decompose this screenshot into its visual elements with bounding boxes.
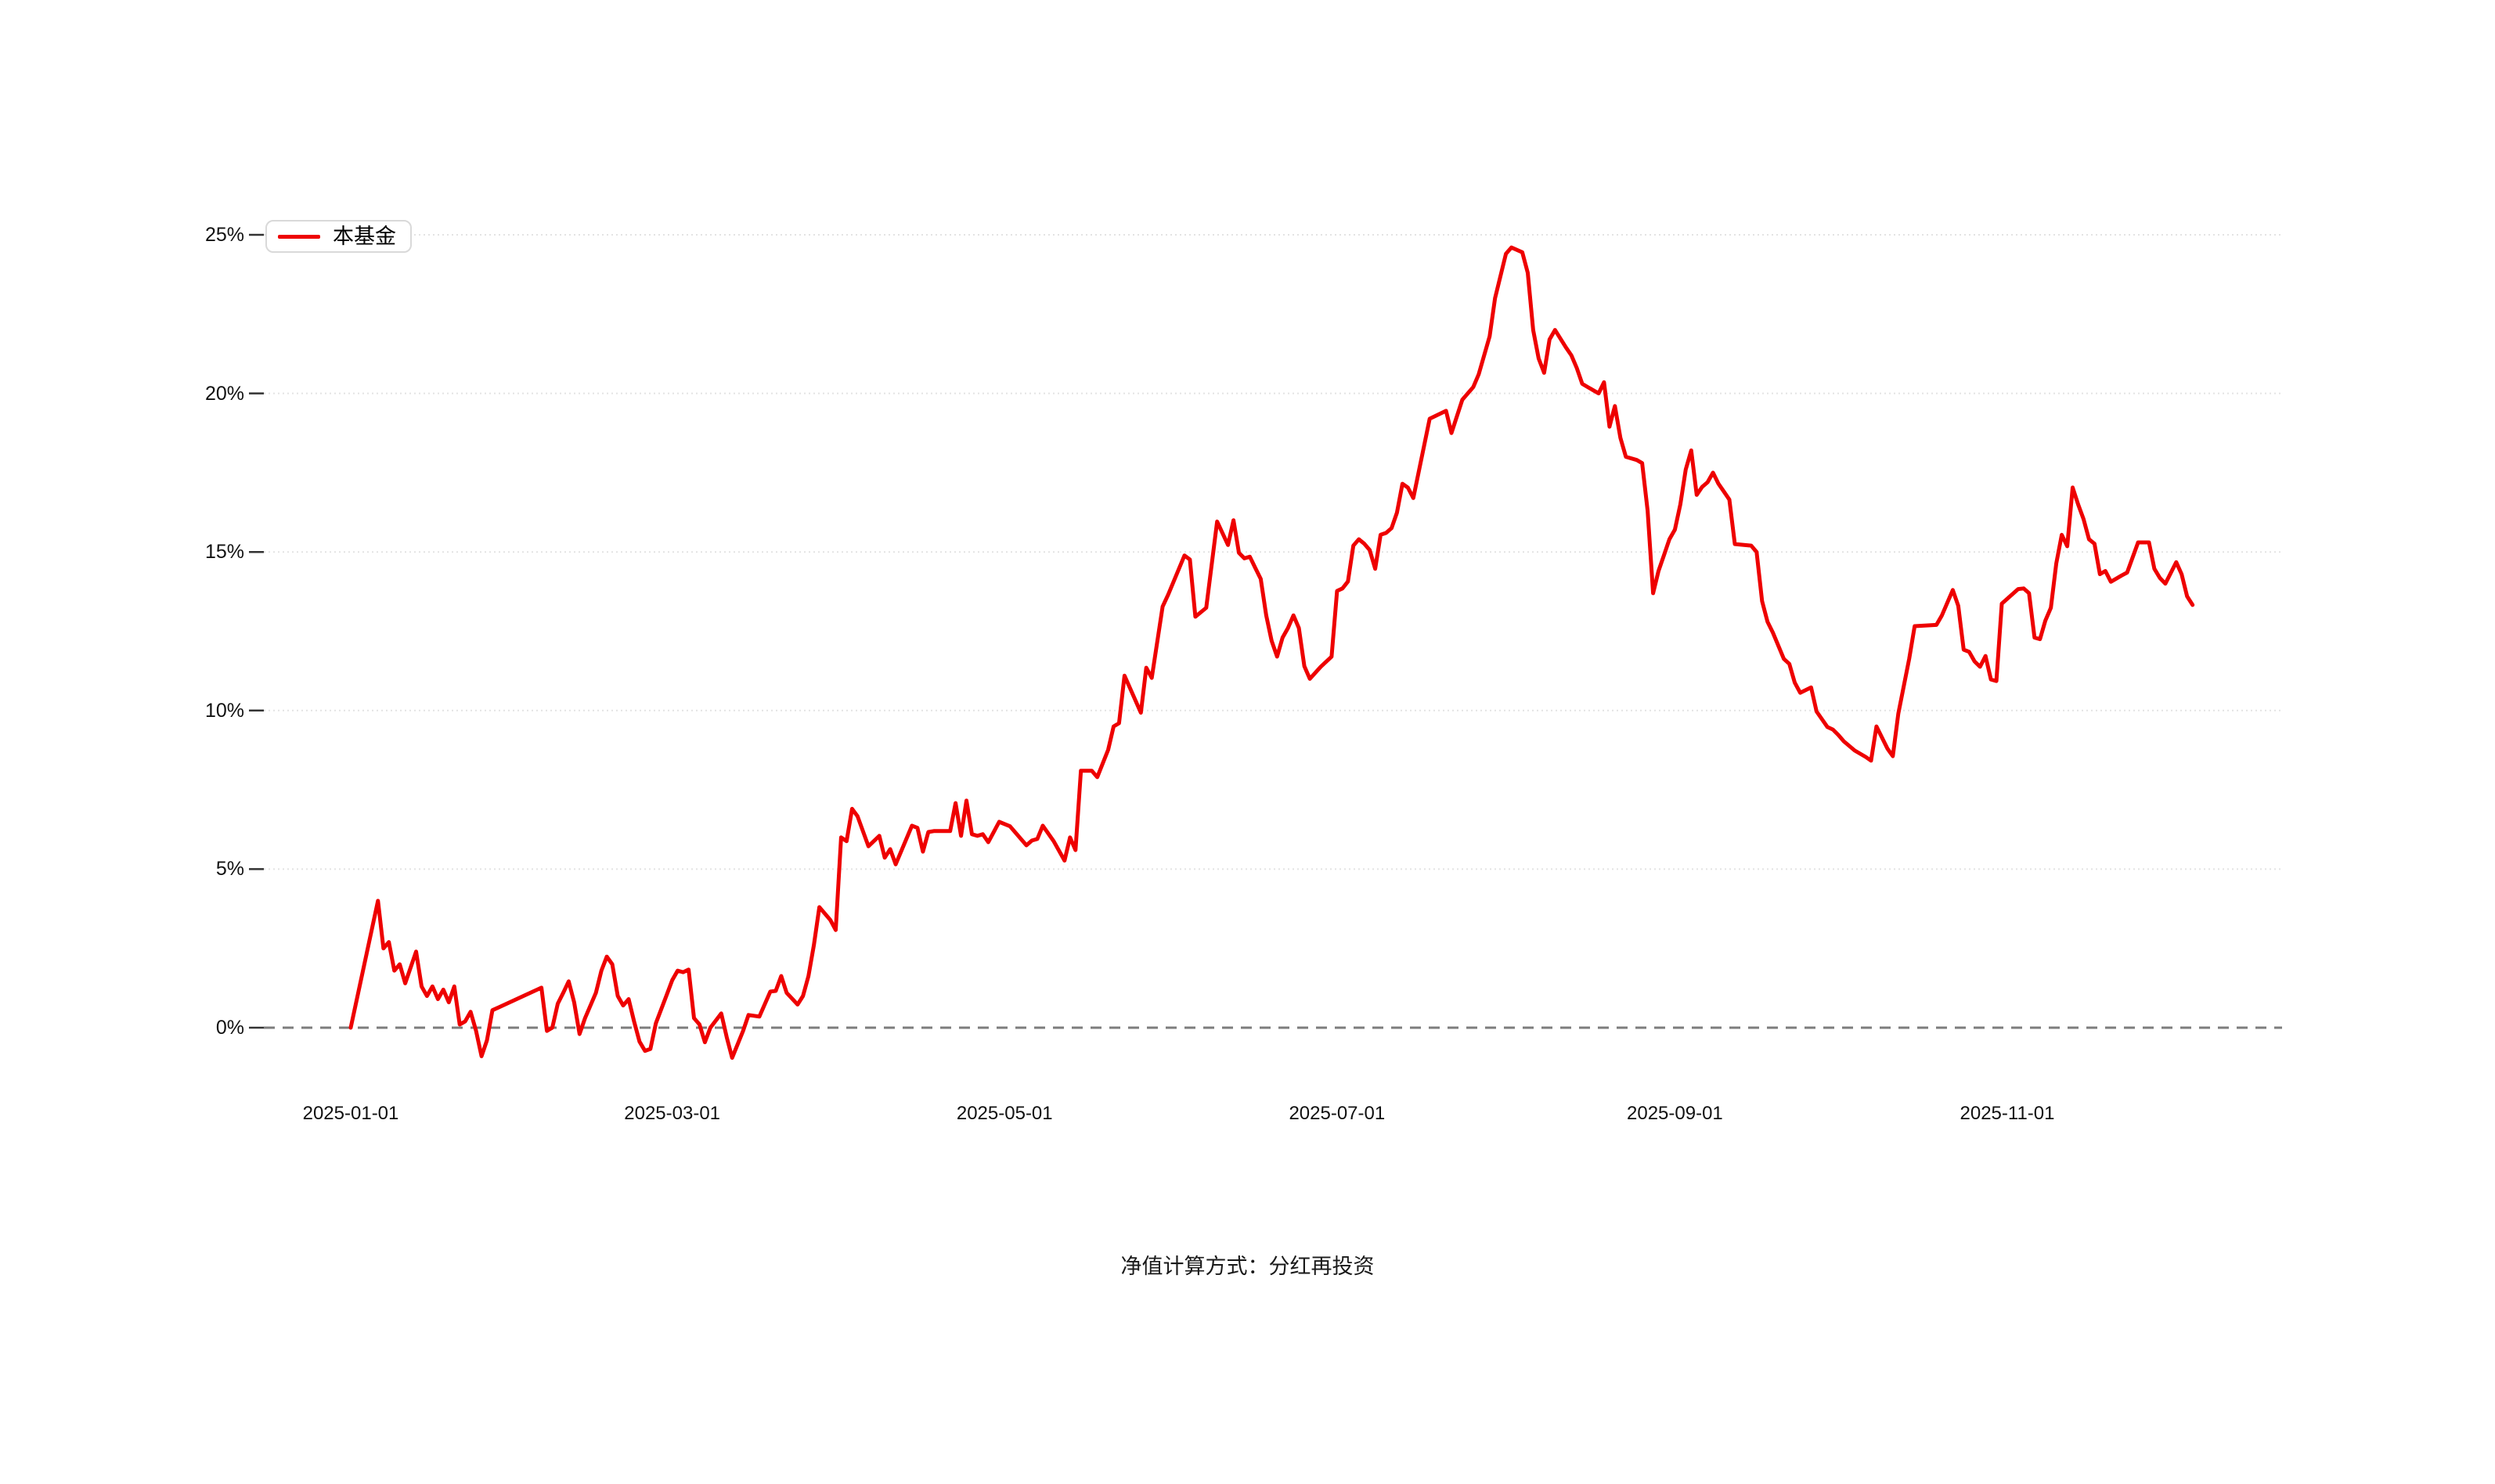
x-tick-label-jan: 2025-01-01 [302,1103,399,1124]
legend-item-fund[interactable]: 本基金 [265,220,412,253]
x-tick-label-mar: 2025-03-01 [624,1103,721,1124]
series-name-label: 本基金 [333,224,396,248]
y-tick-label-10: 10% [204,699,244,722]
x-tick-label-jul: 2025-07-01 [1289,1103,1386,1124]
x-tick-label-sep: 2025-09-01 [1627,1103,1723,1124]
x-tick-label-may: 2025-05-01 [956,1103,1053,1124]
x-tick-label-nov: 2025-11-01 [1960,1103,2055,1124]
nav-calculation-footnote: 净值计算方式：分红再投资 [1120,1255,1375,1278]
y-tick-label-25: 25% [204,224,244,246]
y-tick-label-0: 0% [215,1017,244,1039]
y-tick-label-15: 15% [204,541,244,564]
y-tick-label-5: 5% [215,858,244,881]
series-line-swatch-icon [278,234,320,239]
fund-return-line [348,245,2195,1060]
y-tick-label-20: 20% [204,382,244,405]
